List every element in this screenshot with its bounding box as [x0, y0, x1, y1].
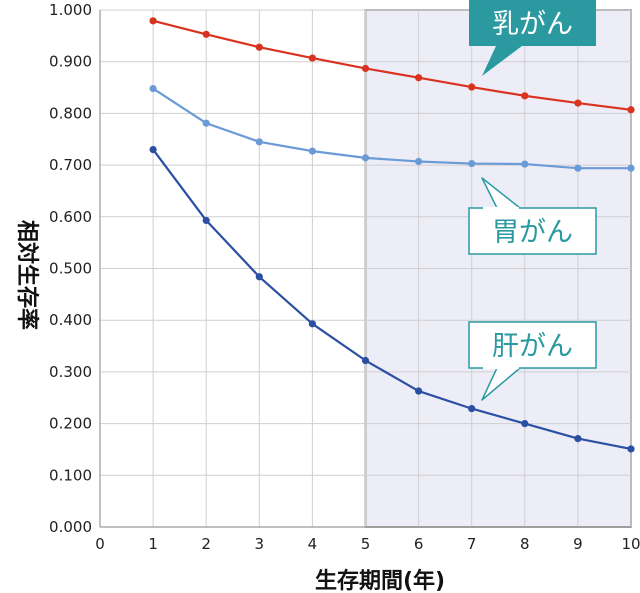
x-tick-label: 1	[148, 535, 158, 553]
x-tick-label: 3	[255, 535, 265, 553]
x-tick-label: 2	[201, 535, 211, 553]
series-line	[152, 148, 632, 451]
y-tick-label: 0.200	[49, 415, 92, 433]
x-tick-label: 6	[414, 535, 424, 553]
data-point	[308, 320, 316, 328]
data-point	[574, 434, 582, 443]
y-axis-title: 相対生存率	[14, 220, 40, 330]
series-label: 肝がん	[492, 331, 573, 362]
x-tick-label: 8	[520, 535, 530, 553]
data-point	[468, 159, 476, 168]
data-point	[361, 154, 370, 162]
x-tick-label: 10	[621, 535, 640, 553]
data-point	[202, 119, 210, 127]
data-point	[255, 138, 263, 146]
data-point	[574, 99, 582, 107]
series-label: 胃がん	[492, 217, 573, 248]
y-tick-label: 0.100	[49, 466, 92, 484]
data-point	[415, 157, 423, 166]
data-point	[521, 420, 529, 428]
data-point	[308, 54, 316, 62]
data-point	[202, 30, 210, 38]
data-point	[627, 106, 635, 114]
data-point	[627, 445, 635, 453]
callout-box	[468, 321, 597, 369]
data-point	[202, 216, 210, 225]
y-tick-label: 0.000	[49, 518, 92, 536]
data-point	[308, 147, 316, 155]
data-point	[415, 387, 423, 395]
y-tick-label: 0.900	[49, 53, 92, 71]
axis-layer: 0.000 0.100 0.200 0.300 0.400 0.500 0.600 0.700…	[49, 1, 640, 553]
x-tick-label: 9	[573, 535, 583, 553]
callout-box	[469, 0, 596, 46]
series-line	[152, 87, 631, 170]
data-point	[415, 74, 423, 82]
y-tick-label: 0.500	[49, 260, 92, 278]
data-point	[255, 273, 263, 281]
y-tick-label: 0.600	[49, 208, 92, 226]
x-axis-title: 生存期間(年)	[315, 568, 445, 593]
data-point	[255, 43, 263, 51]
callout-pointer	[482, 46, 522, 76]
data-point	[574, 164, 582, 172]
data-point	[468, 83, 476, 91]
series-line	[152, 19, 632, 111]
x-tick-label: 5	[361, 535, 371, 553]
x-tick-label: 0	[95, 535, 105, 553]
y-tick-label: 0.800	[49, 104, 92, 122]
data-point	[361, 356, 370, 365]
series-layer	[149, 17, 635, 453]
data-point	[521, 160, 529, 168]
data-point	[149, 145, 157, 154]
data-point	[521, 92, 529, 100]
x-tick-label: 4	[308, 535, 318, 553]
y-tick-label: 0.400	[49, 311, 92, 329]
data-point	[149, 17, 157, 25]
data-point	[149, 84, 157, 93]
series-label: 乳がん	[492, 9, 573, 40]
data-point	[627, 164, 635, 172]
y-tick-label: 0.700	[49, 156, 92, 174]
x-tick-label: 7	[467, 535, 477, 553]
y-tick-label: 1.000	[49, 1, 92, 19]
callout-box	[468, 207, 597, 255]
data-point	[361, 64, 370, 73]
data-point	[468, 405, 476, 413]
y-tick-label: 0.300	[49, 363, 92, 381]
